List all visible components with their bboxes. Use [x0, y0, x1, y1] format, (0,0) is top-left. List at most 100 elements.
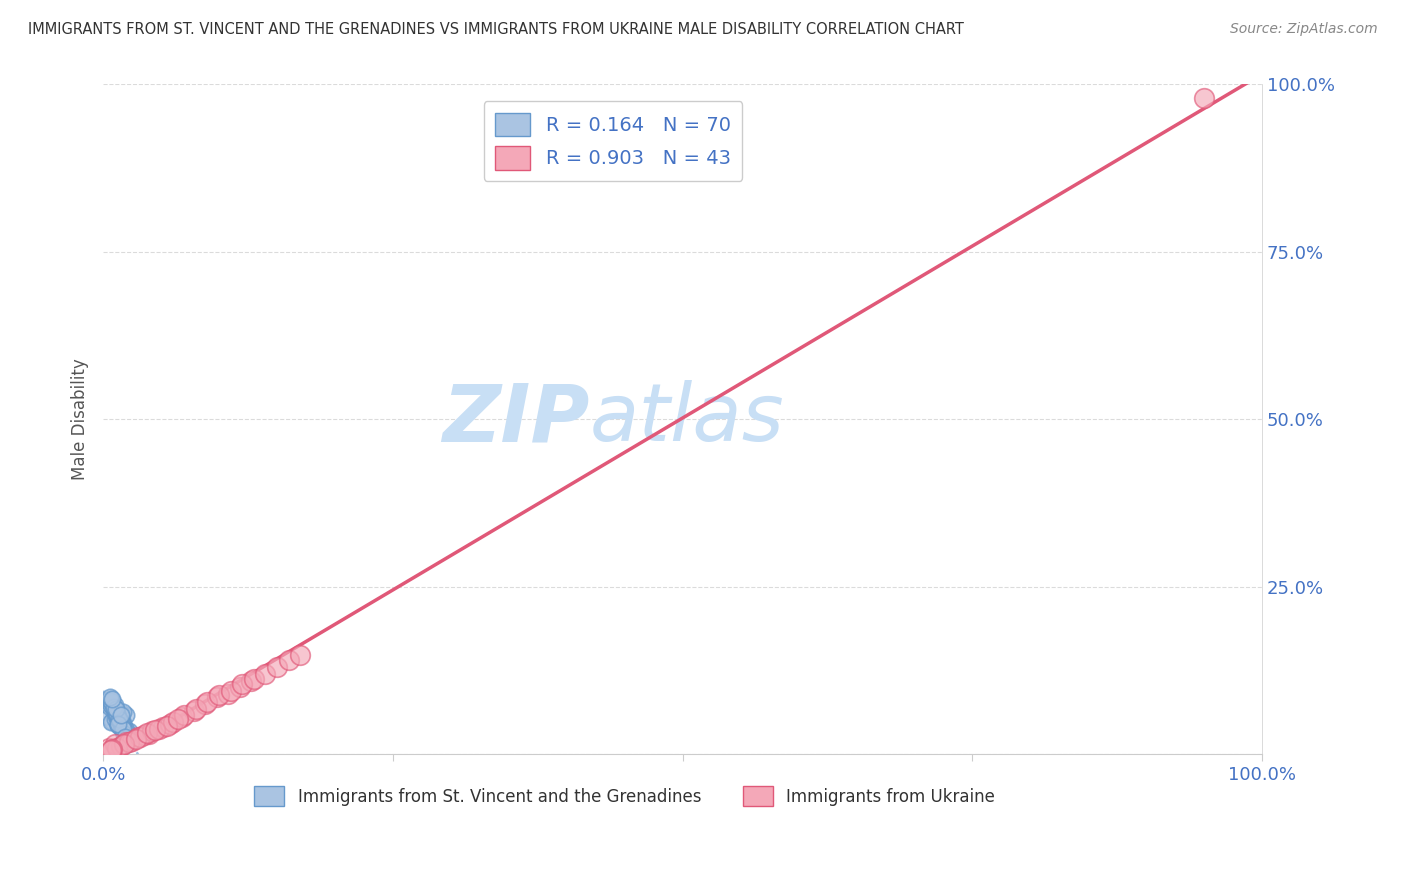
- Point: [156, 719, 179, 733]
- Point: [205, 690, 228, 705]
- Point: [101, 742, 124, 756]
- Point: [197, 695, 219, 709]
- Point: [148, 722, 170, 736]
- Point: [98, 690, 121, 705]
- Point: [117, 735, 139, 749]
- Point: [117, 735, 139, 749]
- Point: [112, 720, 135, 734]
- Point: [229, 680, 252, 694]
- Point: [100, 743, 122, 757]
- Point: [143, 723, 166, 737]
- Point: [105, 706, 128, 721]
- Point: [114, 724, 136, 739]
- Point: [110, 714, 132, 729]
- Point: [124, 732, 146, 747]
- Point: [117, 725, 139, 739]
- Point: [101, 696, 124, 710]
- Point: [111, 716, 134, 731]
- Point: [111, 719, 134, 733]
- Point: [112, 727, 135, 741]
- Point: [104, 701, 127, 715]
- Point: [136, 725, 159, 739]
- Point: [112, 726, 135, 740]
- Point: [103, 701, 125, 715]
- Point: [100, 694, 122, 708]
- Point: [208, 688, 231, 702]
- Point: [115, 708, 138, 723]
- Point: [112, 725, 135, 739]
- Point: [117, 732, 139, 747]
- Text: Source: ZipAtlas.com: Source: ZipAtlas.com: [1230, 22, 1378, 37]
- Point: [101, 693, 124, 707]
- Y-axis label: Male Disability: Male Disability: [72, 359, 89, 480]
- Point: [110, 721, 132, 735]
- Point: [121, 734, 143, 748]
- Point: [114, 730, 136, 744]
- Point: [111, 705, 134, 719]
- Text: IMMIGRANTS FROM ST. VINCENT AND THE GRENADINES VS IMMIGRANTS FROM UKRAINE MALE D: IMMIGRANTS FROM ST. VINCENT AND THE GREN…: [28, 22, 965, 37]
- Point: [107, 709, 129, 723]
- Point: [108, 712, 131, 726]
- Point: [111, 720, 134, 734]
- Point: [117, 723, 139, 738]
- Point: [254, 666, 277, 681]
- Point: [101, 698, 124, 713]
- Point: [288, 648, 311, 662]
- Point: [108, 714, 131, 729]
- Point: [104, 737, 127, 751]
- Point: [194, 697, 217, 711]
- Point: [111, 715, 134, 730]
- Point: [105, 711, 128, 725]
- Point: [105, 709, 128, 723]
- Point: [100, 714, 122, 729]
- Point: [101, 714, 124, 728]
- Text: atlas: atlas: [589, 380, 785, 458]
- Point: [170, 710, 193, 724]
- Point: [105, 706, 128, 721]
- Point: [240, 673, 263, 688]
- Point: [104, 706, 127, 720]
- Point: [138, 727, 160, 741]
- Point: [115, 735, 138, 749]
- Point: [103, 701, 125, 715]
- Point: [110, 706, 132, 721]
- Point: [129, 731, 152, 745]
- Point: [114, 729, 136, 743]
- Point: [266, 660, 288, 674]
- Point: [107, 712, 129, 726]
- Point: [97, 740, 120, 755]
- Legend: Immigrants from St. Vincent and the Grenadines, Immigrants from Ukraine: Immigrants from St. Vincent and the Gren…: [247, 780, 1001, 813]
- Point: [183, 704, 205, 718]
- Point: [115, 729, 138, 743]
- Point: [108, 713, 131, 727]
- Point: [104, 704, 127, 718]
- Point: [110, 739, 132, 754]
- Point: [103, 699, 125, 714]
- Point: [107, 717, 129, 731]
- Point: [115, 723, 138, 737]
- Point: [115, 731, 138, 746]
- Point: [112, 737, 135, 751]
- Point: [117, 731, 139, 745]
- Point: [100, 698, 122, 713]
- Point: [98, 695, 121, 709]
- Point: [217, 687, 239, 701]
- Point: [98, 700, 121, 714]
- Point: [104, 704, 127, 718]
- Point: [98, 692, 121, 706]
- Point: [277, 653, 299, 667]
- Point: [162, 714, 184, 729]
- Text: ZIP: ZIP: [443, 380, 589, 458]
- Point: [100, 697, 122, 711]
- Point: [231, 677, 253, 691]
- Point: [141, 723, 163, 738]
- Point: [127, 731, 149, 745]
- Point: [111, 722, 134, 736]
- Point: [117, 737, 139, 751]
- Point: [152, 720, 174, 734]
- Point: [184, 701, 207, 715]
- Point: [105, 740, 128, 755]
- Point: [101, 692, 124, 706]
- Point: [114, 722, 136, 736]
- Point: [242, 672, 264, 686]
